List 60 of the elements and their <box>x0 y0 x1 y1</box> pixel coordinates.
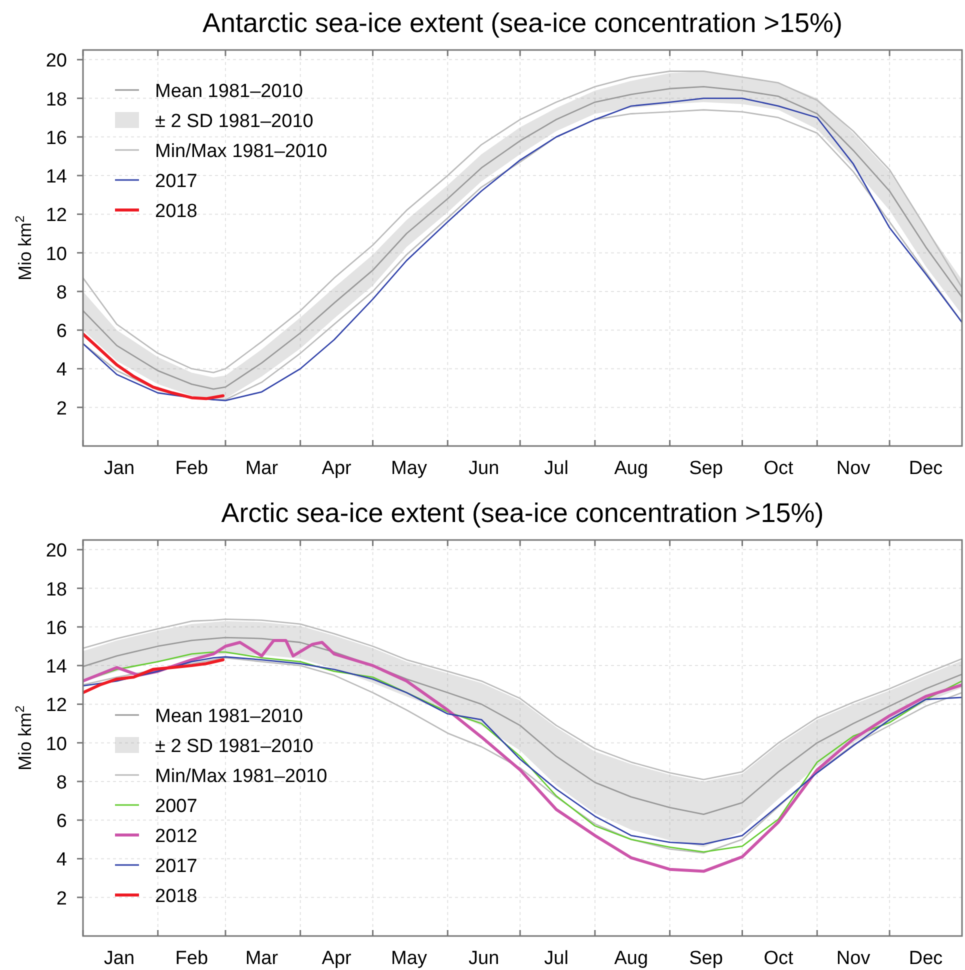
x-tick-label: Apr <box>322 458 352 479</box>
annotation: ± 2 SD 1981–2010 <box>155 736 314 757</box>
x-tick-label: Jan <box>104 948 135 969</box>
legend-label: Mean 1981–2010 <box>155 706 303 727</box>
x-tick-label: Oct <box>764 458 794 479</box>
legend-label: 2012 <box>155 826 198 847</box>
y-tick-label: 10 <box>46 244 67 265</box>
y-tick-label: 14 <box>46 166 68 188</box>
x-tick-label: Dec <box>908 948 943 969</box>
y-tick-label: 12 <box>46 695 67 716</box>
y-tick-label: 6 <box>56 321 67 342</box>
legend-label: Min/Max 1981–2010 <box>155 141 328 162</box>
x-tick-label: Nov <box>836 948 871 969</box>
y-tick-label: 8 <box>56 772 67 794</box>
y-tick-label: 4 <box>56 850 68 871</box>
y-tick-label: 20 <box>46 540 67 562</box>
y-tick-label: 16 <box>46 618 67 639</box>
x-tick-label: Jan <box>104 458 135 479</box>
legend-label: 2007 <box>155 796 198 817</box>
legend-label: Mean 1981–2010 <box>155 81 303 102</box>
x-tick-label: Jul <box>544 458 568 479</box>
legend-label: 2018 <box>155 886 198 907</box>
y-tick-label: 8 <box>56 282 67 304</box>
x-tick-label: Dec <box>908 458 943 479</box>
y-tick-label: 18 <box>46 89 67 110</box>
x-tick-label: Jun <box>468 458 500 479</box>
x-tick-label: Jul <box>544 948 568 969</box>
x-tick-label: May <box>391 948 428 969</box>
y-tick-label: 20 <box>46 50 67 72</box>
annotation: ± 2 SD 1981–2010 <box>155 111 314 132</box>
x-tick-label: Apr <box>322 948 352 969</box>
chart-title: Antarctic sea-ice extent (sea-ice concentration >15%) <box>202 8 843 38</box>
legend-label: 2018 <box>155 201 198 222</box>
x-tick-label: Aug <box>614 458 648 479</box>
y-tick-label: 6 <box>56 811 67 832</box>
x-tick-label: Feb <box>175 948 208 969</box>
x-tick-label: May <box>391 458 428 479</box>
chart-title: Arctic sea-ice extent (sea-ice concentration >15%) <box>221 498 824 528</box>
y-tick-label: 2 <box>56 888 67 910</box>
y-tick-label: 14 <box>46 656 68 678</box>
x-tick-label: Feb <box>175 458 208 479</box>
x-tick-label: Aug <box>614 948 648 969</box>
x-tick-label: Mar <box>245 948 279 969</box>
x-tick-label: Sep <box>689 948 723 969</box>
legend-label: Min/Max 1981–2010 <box>155 766 328 787</box>
line-series <box>83 332 225 400</box>
x-tick-label: Jun <box>468 948 500 969</box>
legend-label: 2017 <box>155 856 198 877</box>
line-series <box>83 658 225 694</box>
x-tick-label: Mar <box>245 458 279 479</box>
x-tick-label: Sep <box>689 458 723 479</box>
x-tick-label: Oct <box>764 948 794 969</box>
y-tick-label: 4 <box>56 360 68 381</box>
y-tick-label: 2 <box>56 398 67 420</box>
y-tick-label: 16 <box>46 128 67 149</box>
y-tick-label: 10 <box>46 734 67 755</box>
legend-label: 2017 <box>155 171 198 192</box>
y-tick-label: 12 <box>46 205 67 226</box>
x-tick-label: Nov <box>836 458 871 479</box>
y-tick-label: 18 <box>46 579 67 600</box>
